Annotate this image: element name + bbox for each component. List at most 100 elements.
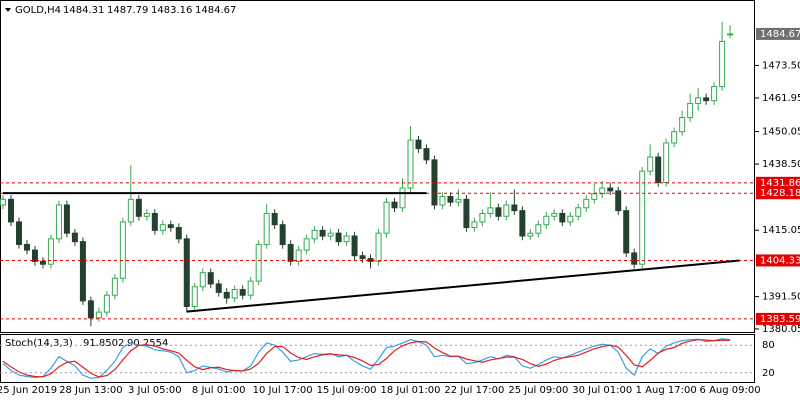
candle-body: [551, 212, 558, 217]
candle-body: [247, 280, 254, 296]
level-label: 1431.86: [760, 178, 800, 189]
y-tick-label: 1473.50: [762, 60, 800, 71]
candle-body: [151, 212, 158, 231]
stoch-frame: [0, 334, 755, 383]
price-label: 1484.67: [760, 29, 800, 40]
x-tick-label: 15 Jul 09:00: [317, 385, 377, 396]
candle-body: [535, 224, 542, 234]
candle-body: [7, 198, 14, 223]
candle-body: [295, 249, 302, 262]
candle-body: [103, 294, 110, 313]
y-tick-label: 1391.50: [762, 292, 800, 303]
stoch-title: Stoch(14,3,3): [5, 338, 73, 349]
candle-body: [407, 139, 414, 189]
candle-body: [0, 198, 6, 206]
candle-body: [399, 187, 406, 209]
candle-body: [703, 97, 710, 102]
candle-body: [607, 187, 614, 192]
level-label: 1383.59: [760, 314, 800, 325]
x-tick-label: 22 Jul 17:00: [444, 385, 504, 396]
candle-body: [415, 139, 422, 150]
candle-body: [391, 201, 398, 209]
candle-body: [263, 212, 270, 245]
candle-body: [687, 102, 694, 119]
main-frame: [0, 0, 755, 333]
x-tick-label: 25 Jul 09:00: [508, 385, 568, 396]
candle-body: [231, 289, 238, 299]
candle-body: [599, 187, 606, 195]
level-label-box: [756, 176, 800, 189]
candle-body: [143, 212, 150, 217]
candle-body: [135, 198, 142, 217]
main-header: GOLD,H4 1484.31 1487.79 1483.16 1484.67: [5, 5, 236, 16]
candle-body: [655, 156, 662, 183]
candle-body: [511, 204, 518, 212]
candle-body: [543, 215, 550, 226]
x-tick-label: 28 Jun 13:00: [59, 385, 123, 396]
candle-body: [319, 229, 326, 237]
candle-body: [63, 204, 70, 234]
stoch-line: [2, 339, 731, 378]
candle-body: [239, 289, 246, 296]
candle-body: [199, 272, 206, 288]
header-close: 1484.67: [195, 5, 236, 16]
candle-body: [359, 255, 366, 260]
x-tick-label: 18 Jul 01:00: [381, 385, 441, 396]
candle-body: [39, 260, 46, 265]
candle-body: [495, 207, 502, 217]
y-tick-label: 1450.05: [762, 127, 800, 138]
x-tick-label: 8 Jul 01:00: [192, 385, 246, 396]
x-tick-label: 30 Jul 01:00: [572, 385, 632, 396]
candle-body: [679, 117, 686, 133]
level-label: 1404.33: [760, 255, 800, 266]
y-tick-label: 1380.05: [762, 324, 800, 335]
candle-body: [271, 212, 278, 226]
x-tick-label: 6 Aug 09:00: [700, 385, 761, 396]
candle-body: [631, 252, 638, 265]
candle-body: [439, 196, 446, 206]
candle-body: [487, 207, 494, 214]
candle-body: [31, 249, 38, 262]
y-tick-label: 1438.50: [762, 159, 800, 170]
candle-body: [79, 241, 86, 302]
candle-body: [303, 238, 310, 251]
candle-body: [111, 277, 118, 296]
candle-body: [343, 235, 350, 243]
level-label: 1428.18: [760, 188, 800, 199]
candle-body: [215, 283, 222, 293]
candle-body: [663, 142, 670, 183]
y-tick-label: 1415.05: [762, 225, 800, 236]
candle-body: [71, 232, 78, 243]
candle-body: [255, 243, 262, 282]
candle-body: [375, 232, 382, 262]
price-label-box: [756, 27, 800, 40]
stoch-main-value: 91.8502: [83, 338, 124, 349]
candle-body: [615, 190, 622, 212]
candle-body: [191, 286, 198, 307]
trend-line: [186, 259, 740, 313]
candle-body: [519, 210, 526, 237]
header-low: 1483.16: [151, 5, 192, 16]
y-tick-label: 80: [762, 340, 775, 351]
candle-body: [455, 198, 462, 203]
candle-body: [383, 201, 390, 234]
candle-body: [695, 97, 702, 104]
x-tick-label: 10 Jul 17:00: [253, 385, 313, 396]
candle-body: [711, 86, 718, 102]
level-label-box: [756, 187, 800, 200]
x-tick-label: 25 Jun 2019: [0, 385, 57, 396]
candle-body: [527, 232, 534, 237]
x-tick-label: 1 Aug 17:00: [636, 385, 697, 396]
y-tick-label: 20: [762, 368, 775, 379]
candle-body: [119, 221, 126, 279]
candle-body: [623, 210, 630, 254]
menu-arrow: [5, 8, 11, 12]
candle-body: [279, 224, 286, 245]
candle-body: [647, 156, 654, 172]
symbol-title: GOLD,H4: [15, 5, 61, 16]
candle-body: [671, 131, 678, 144]
candle-body: [311, 229, 318, 240]
header-open: 1484.31: [63, 5, 104, 16]
candle-body: [15, 221, 22, 245]
